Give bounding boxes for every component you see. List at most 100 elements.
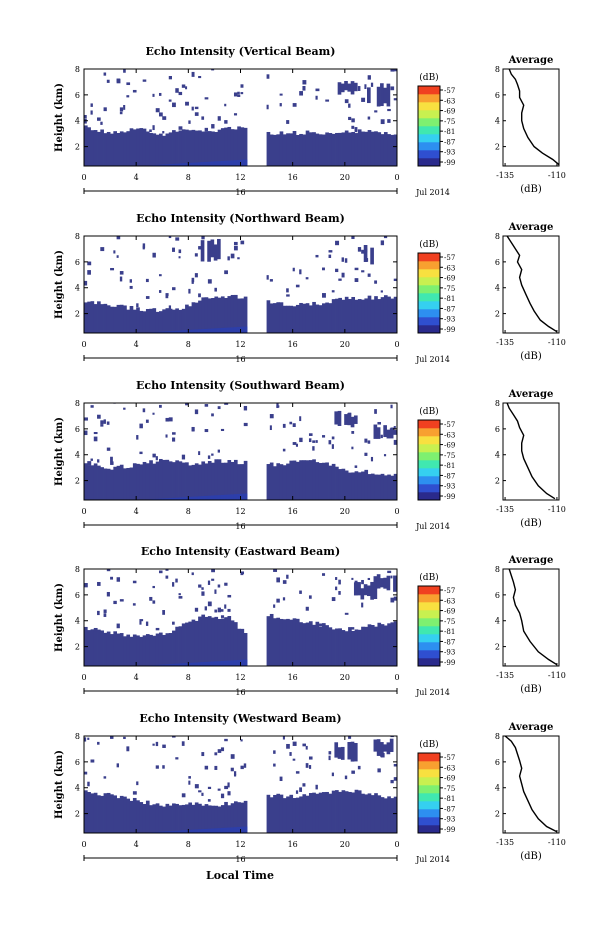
echo-column [159, 311, 163, 333]
colorbar-segment [418, 325, 440, 333]
echo-speck [97, 459, 99, 462]
echo-speck [188, 776, 191, 779]
y-tick-label: 6 [75, 91, 80, 100]
echo-speck [146, 279, 149, 282]
echo-column [296, 619, 300, 666]
echo-speck [110, 461, 113, 465]
y-axis-label: Height (km) [54, 83, 65, 152]
x-tick-label: 0 [394, 507, 399, 516]
echo-column [97, 132, 101, 166]
echo-column [113, 631, 117, 666]
echo-column [234, 460, 238, 500]
panel-title: Echo Intensity (Northward Beam) [136, 212, 345, 225]
echo-column [146, 801, 150, 833]
echo-column [374, 793, 378, 833]
x-tick-label: 0 [394, 340, 399, 349]
echo-column [126, 131, 130, 166]
echo-speck [195, 784, 199, 788]
colorbar-tick-label: -75 [444, 118, 455, 126]
echo-column [139, 637, 143, 666]
echo-speck [338, 580, 341, 585]
echo-speck [293, 442, 297, 445]
echo-speck [143, 243, 145, 248]
echo-column [273, 303, 277, 333]
colorbar-segment [418, 269, 440, 277]
echo-speck [286, 288, 289, 292]
upper-echo-2 [380, 742, 384, 757]
x-tick-label: 0 [81, 840, 86, 849]
echo-column [371, 132, 375, 166]
echo-layer [84, 734, 397, 833]
upper-echo-1 [201, 240, 205, 261]
echo-column [185, 623, 189, 666]
echo-speck [302, 783, 305, 786]
echo-layer [84, 68, 398, 166]
echo-column [227, 127, 231, 166]
echo-column [338, 469, 342, 500]
echo-column [348, 299, 352, 333]
echo-column [100, 796, 104, 833]
echo-speck [377, 768, 380, 772]
strong-echo [208, 829, 212, 833]
strong-echo [221, 328, 225, 333]
echo-speck [120, 107, 123, 111]
echo-speck [351, 578, 353, 580]
echo-column [306, 131, 310, 166]
echo-speck [172, 438, 175, 442]
strong-echo [195, 829, 199, 833]
echo-speck [201, 116, 204, 119]
echo-speck [227, 782, 229, 787]
echo-speck [162, 131, 164, 133]
strong-echo [241, 494, 245, 500]
echo-column [227, 616, 231, 666]
echo-column [100, 304, 104, 333]
upper-echo-2 [383, 744, 387, 751]
echo-speck [172, 103, 176, 108]
echo-speck [201, 793, 203, 796]
echo-column [377, 623, 381, 666]
echo-column [97, 630, 101, 666]
echo-speck [91, 110, 93, 114]
echo-column [351, 132, 355, 166]
echo-column [120, 465, 124, 500]
echo-speck [211, 454, 213, 456]
y-tick-label: 4 [75, 784, 80, 793]
echo-column [169, 633, 173, 666]
strong-echo [244, 827, 248, 833]
echo-column [100, 129, 104, 166]
echo-speck [332, 290, 335, 292]
echo-column [208, 461, 212, 500]
echo-speck [214, 610, 217, 613]
echo-speck [227, 256, 229, 260]
echo-speck [107, 80, 110, 83]
upper-echo-1 [341, 747, 345, 760]
echo-column [156, 803, 160, 833]
echo-column [146, 634, 150, 666]
x-tick-label: 20 [340, 340, 350, 349]
echo-column [289, 620, 293, 666]
echo-column [123, 797, 127, 833]
colorbar-segment [418, 753, 440, 761]
echo-column [214, 297, 218, 333]
average-y-tick-label: 4 [495, 117, 500, 126]
echo-column [289, 795, 293, 833]
echo-column [325, 462, 329, 500]
echo-column [152, 133, 156, 166]
echo-column [283, 798, 287, 833]
echo-column [104, 633, 108, 666]
echo-speck [201, 236, 204, 239]
echo-speck [306, 746, 308, 750]
echo-column [221, 128, 225, 166]
y-tick-label: 4 [75, 117, 80, 126]
echo-column [182, 309, 186, 333]
average-y-tick-label: 2 [495, 143, 500, 152]
echo-column [117, 466, 121, 500]
echo-column [94, 463, 98, 500]
echo-speck [139, 619, 143, 621]
echo-column [218, 298, 222, 333]
echo-column [172, 462, 176, 500]
y-tick-label: 2 [75, 310, 80, 319]
echo-column [110, 470, 114, 500]
colorbar-segment [418, 86, 440, 94]
colorbar-segment [418, 118, 440, 126]
